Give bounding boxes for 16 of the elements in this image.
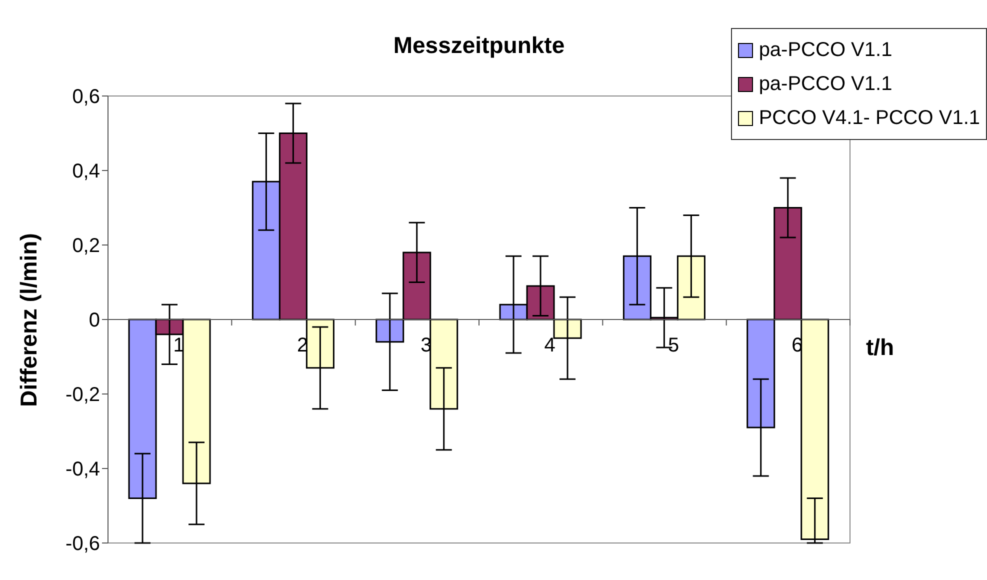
chart-title: Messzeitpunkte xyxy=(393,32,565,58)
legend-label: PCCO V4.1- PCCO V1.1 xyxy=(758,106,980,131)
x-tick-label: 4 xyxy=(544,334,556,356)
x-tick-label: 5 xyxy=(668,334,680,356)
y-tick-label: 0,2 xyxy=(72,235,100,258)
legend-label: pa-PCCO V1.1 xyxy=(758,72,894,97)
x-tick-label: 1 xyxy=(173,334,184,356)
y-tick-label: -0,2 xyxy=(66,384,100,406)
y-tick-label: 0 xyxy=(88,310,100,332)
y-tick-label: -0,4 xyxy=(66,458,100,481)
x-axis-title: t/h xyxy=(866,334,894,360)
y-tick-label: 0,4 xyxy=(72,160,100,183)
y-tick-label: 0,6 xyxy=(72,86,100,108)
y-axis-title: Differenz (l/min) xyxy=(16,232,42,406)
legend-label: pa-PCCO V1.1 xyxy=(758,38,894,63)
y-tick-label: -0,6 xyxy=(66,533,100,556)
